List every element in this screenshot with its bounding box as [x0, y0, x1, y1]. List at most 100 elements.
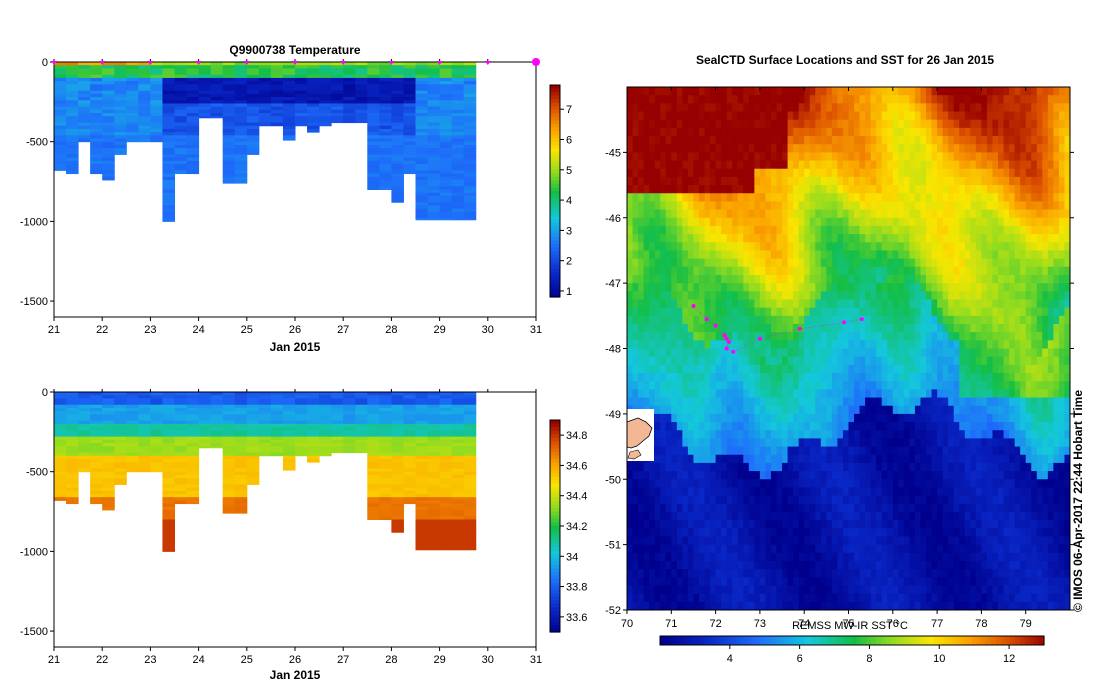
- y-tick-label: -1000: [20, 546, 48, 558]
- colorbar-tick-label: 7: [566, 104, 572, 116]
- x-tick-label: 22: [96, 324, 108, 336]
- colorbar-segment: [746, 636, 752, 645]
- profile-column: [114, 392, 127, 485]
- profile-column: [463, 62, 477, 221]
- y-tick-label: 0: [42, 57, 48, 69]
- map-y-tick-label: -47: [605, 278, 621, 290]
- colorbar-segment: [550, 268, 560, 273]
- profile-column: [66, 392, 79, 505]
- colorbar-segment: [550, 279, 560, 284]
- colorbar-segment: [550, 526, 560, 531]
- map-x-tick-label: 76: [887, 618, 899, 630]
- temperature-cells: [54, 62, 477, 222]
- colorbar-segment: [818, 636, 824, 645]
- colorbar-segment: [756, 636, 762, 645]
- colorbar-segment: [550, 621, 560, 626]
- profile-column: [150, 62, 163, 143]
- colorbar-segment: [550, 522, 560, 527]
- surface-marker: [99, 61, 106, 65]
- map-x-tick-label: 78: [975, 618, 987, 630]
- colorbar-segment: [550, 497, 560, 502]
- map-y-tick-label: -52: [605, 605, 621, 617]
- colorbar-segment: [550, 490, 560, 495]
- colorbar-segment: [550, 603, 560, 608]
- profile-column: [126, 392, 139, 473]
- profile-column: [150, 392, 163, 473]
- colorbar-segment: [780, 636, 786, 645]
- colorbar-tick-label: 34.8: [566, 430, 587, 442]
- profile-column: [307, 392, 320, 463]
- colorbar-segment: [708, 636, 714, 645]
- colorbar-segment: [550, 286, 560, 291]
- profile-column: [415, 392, 429, 551]
- colorbar-segment: [550, 593, 560, 598]
- colorbar-segment: [550, 504, 560, 509]
- colorbar-tick-label: 6: [566, 135, 572, 147]
- profile-column: [210, 392, 224, 449]
- colorbar-segment: [717, 636, 723, 645]
- colorbar-segment: [550, 191, 560, 196]
- profile-column: [186, 392, 200, 505]
- colorbar-segment: [550, 272, 560, 277]
- colorbar-segment: [550, 494, 560, 499]
- profile-column: [295, 62, 308, 127]
- profile-column: [138, 62, 151, 143]
- colorbar-segment: [732, 636, 738, 645]
- x-tick-label: 30: [482, 654, 494, 666]
- colorbar-segment: [550, 162, 560, 167]
- colorbar-segment: [828, 636, 834, 645]
- colorbar-segment: [550, 95, 560, 100]
- map-x-tick-label: 70: [621, 618, 633, 630]
- profile-column: [379, 392, 392, 520]
- colorbar-segment: [550, 557, 560, 562]
- colorbar-segment: [698, 636, 704, 645]
- track-segment: [693, 305, 707, 320]
- y-tick-label: 0: [42, 387, 48, 399]
- profile-column: [463, 392, 477, 551]
- colorbar-segment: [550, 518, 560, 524]
- colorbar-segment: [842, 636, 848, 645]
- colorbar-segment: [550, 536, 560, 541]
- colorbar-segment: [919, 636, 925, 645]
- colorbar-segment: [550, 127, 560, 132]
- colorbar-segment: [1029, 636, 1035, 645]
- colorbar-segment: [794, 636, 800, 645]
- colorbar-segment: [550, 473, 560, 478]
- profile-column: [282, 392, 296, 471]
- colorbar-segment: [1005, 636, 1011, 645]
- colorbar-segment: [550, 208, 560, 213]
- profile-column: [246, 62, 260, 155]
- map-x-tick-label: 74: [798, 618, 810, 630]
- colorbar-segment: [550, 444, 560, 449]
- x-tick-label: 27: [337, 324, 349, 336]
- profile-column: [295, 392, 308, 457]
- profile-column: [78, 62, 91, 143]
- colorbar-segment: [550, 293, 560, 298]
- colorbar-segment: [861, 636, 867, 645]
- colorbar-segment: [957, 636, 963, 645]
- profile-column: [234, 392, 248, 514]
- colorbar-segment: [712, 636, 719, 645]
- map-title: SealCTD Surface Locations and SST for 26…: [696, 53, 994, 67]
- colorbar-segment: [550, 240, 560, 245]
- y-tick-label: -500: [26, 467, 48, 479]
- colorbar-segment: [550, 222, 560, 227]
- profile-column: [331, 62, 344, 124]
- x-tick-label: 29: [433, 324, 445, 336]
- profile-column: [355, 392, 368, 454]
- surface-marker: [436, 61, 443, 65]
- colorbar-segment: [550, 547, 560, 552]
- colorbar-segment: [550, 106, 560, 111]
- profile-column: [90, 62, 103, 175]
- temperature-surface-markers: [51, 58, 540, 66]
- profile-column: [379, 62, 392, 190]
- colorbar-segment: [847, 636, 853, 645]
- colorbar-segment: [550, 244, 560, 249]
- map-axes: 70 71 72 73 74 75 76 77 78 79 -45 -46 -47 -48 -49 -50 -5…: [605, 87, 1074, 630]
- colorbar-segment: [550, 508, 560, 513]
- profile-column: [451, 62, 465, 221]
- colorbar-segment: [550, 261, 560, 266]
- colorbar-segment: [550, 589, 560, 594]
- y-tick-label: -1000: [20, 216, 48, 228]
- sst-field: [627, 87, 1070, 610]
